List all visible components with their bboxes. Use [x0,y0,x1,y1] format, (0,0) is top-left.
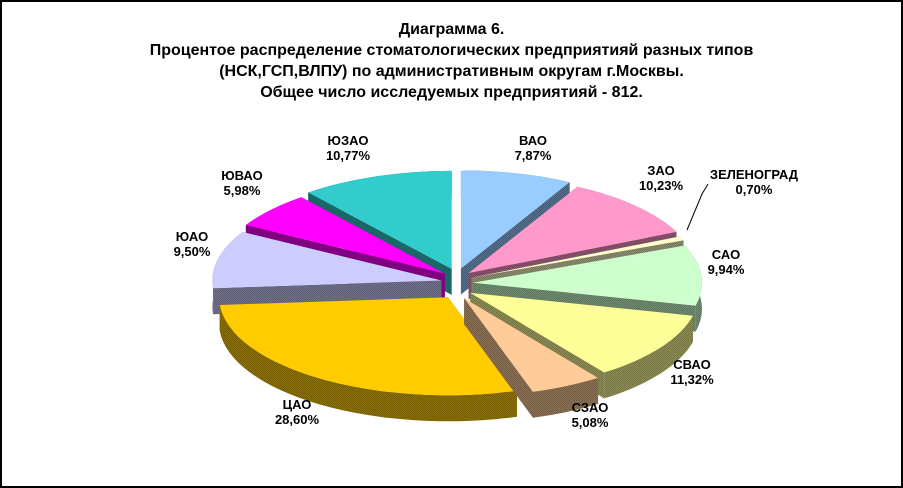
chart-title-line-1: Диаграмма 6. [398,21,505,38]
chart-title-line-2: Процентое распределение стоматологически… [149,42,754,59]
yuao-slice [212,231,442,289]
vao-slice [460,170,570,269]
chart-title-line-3: (НСК,ГСП,ВЛПУ) по административным округ… [219,63,684,80]
cao-slice [219,297,517,396]
zao-slice [468,186,677,274]
zelenograd-leader-line [686,183,709,231]
sao-slice [472,245,702,306]
szao-slice [464,298,599,392]
chart-title-line-4: Общее число исследуемых предприятияй - 8… [260,84,643,101]
chart-title: Диаграмма 6. Процентое распределение сто… [2,19,901,103]
yuzao-slice [308,170,452,269]
svao-slice [470,292,693,373]
yuvao-slice [245,197,445,274]
zelenograd-slice [471,236,684,278]
